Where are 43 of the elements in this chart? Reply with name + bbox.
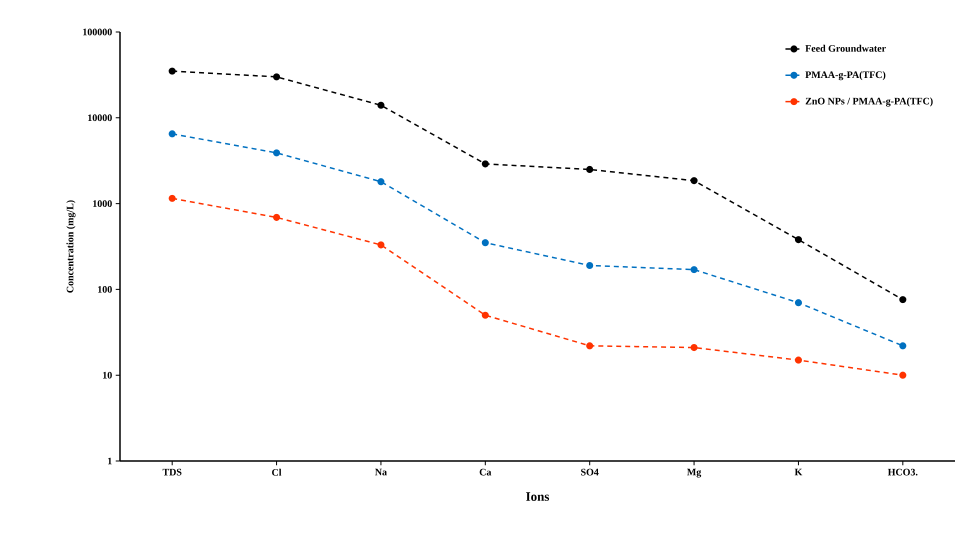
x-tick-label: SO4 xyxy=(581,468,599,476)
point xyxy=(794,299,802,306)
point xyxy=(899,372,906,379)
point xyxy=(586,262,594,270)
x-tick-label: Ca xyxy=(480,468,492,476)
point xyxy=(899,296,906,304)
x-tick-label: Na xyxy=(375,468,387,476)
y-tick-label: 10000 xyxy=(88,114,112,122)
point xyxy=(168,194,176,202)
point xyxy=(273,73,280,80)
point xyxy=(690,177,698,184)
point xyxy=(168,130,176,138)
point xyxy=(794,356,802,364)
point xyxy=(168,68,176,75)
point xyxy=(377,102,384,109)
point xyxy=(586,166,594,173)
legend-label: PMAA-g-PA(TFC) xyxy=(805,71,886,80)
x-tick-label: TDS xyxy=(162,468,182,476)
point xyxy=(273,214,280,221)
point xyxy=(690,266,698,274)
point xyxy=(482,312,489,319)
x-axis-title: Ions xyxy=(526,492,550,501)
point xyxy=(586,342,594,350)
y-tick-label: 10 xyxy=(103,372,112,379)
point xyxy=(482,160,489,168)
y-tick-label: 100 xyxy=(98,286,112,293)
y-axis-title: Concentration (mg/L) xyxy=(66,200,76,293)
point xyxy=(794,236,802,244)
point xyxy=(273,149,280,156)
x-tick-label: K xyxy=(794,468,802,476)
y-tick-label: 1 xyxy=(108,458,112,464)
point xyxy=(899,342,906,350)
x-tick-label: HCO3. xyxy=(888,468,918,476)
point xyxy=(377,241,384,248)
point xyxy=(482,239,489,246)
legend-label: Feed Groundwater xyxy=(805,44,886,52)
y-tick-label: 100000 xyxy=(83,28,112,36)
x-tick-label: Mg xyxy=(687,468,702,478)
x-tick-label: Cl xyxy=(272,468,282,476)
legend-label: ZnO NPs / PMAA-g-PA(TFC) xyxy=(806,97,933,107)
y-tick-label: 1000 xyxy=(93,200,112,207)
point xyxy=(377,178,384,186)
point xyxy=(690,344,698,352)
